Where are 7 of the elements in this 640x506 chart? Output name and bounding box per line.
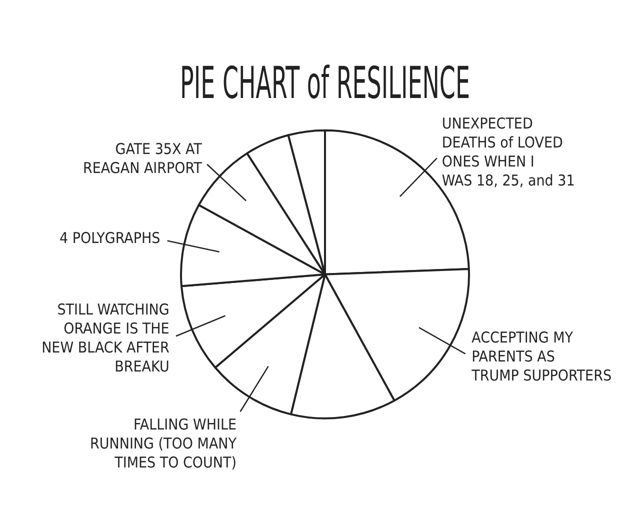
slice-label: GATE 35X AT REAGAN AIRPORT (83, 140, 203, 177)
slice-label: 4 POLYGRAPHS (60, 229, 160, 248)
slice-label: FALLING WHILE RUNNING (TOO MANY TIMES TO COUNT) (90, 416, 238, 472)
slice-label: STILL WATCHING ORANGE IS THE NEW BLACK AFTER BREAKU (42, 300, 170, 376)
slice-label: ACCEPTING MY PARENTS AS TRUMP SUPPORTERS (470, 328, 612, 384)
slice-label: UNEXPECTED DEATHS of LOVED ONES WHEN I WAS 18, 25, and 31 (442, 114, 575, 190)
chart-title: PIE CHART of RESILIENCE (180, 58, 470, 109)
